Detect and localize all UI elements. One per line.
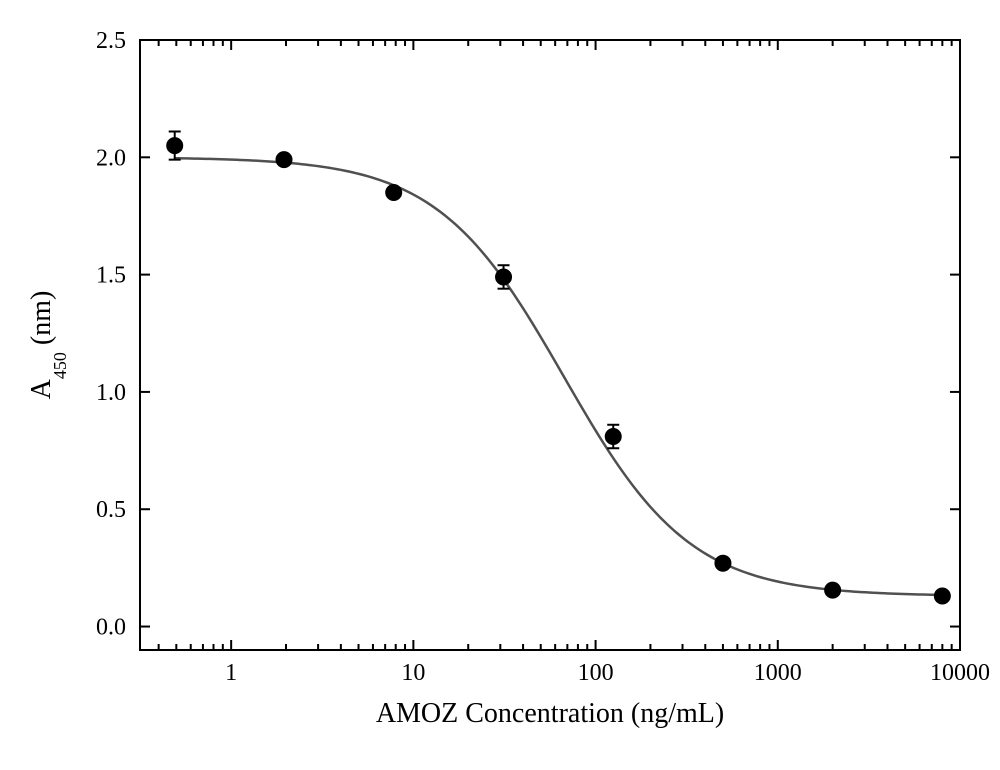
x-tick-label: 10 — [401, 660, 425, 686]
data-marker — [276, 152, 292, 168]
chart-container: 1 10 100 1000 10000 0.0 0.5 1.0 1.5 2.0 2.5 AMOZ Co… — [0, 0, 1000, 770]
data-marker — [167, 138, 183, 154]
x-tick-label: 1000 — [754, 660, 802, 686]
plot-border — [140, 40, 960, 650]
data-marker — [715, 555, 731, 571]
data-marker — [605, 429, 621, 445]
x-tick-label: 1 — [225, 660, 237, 686]
y-tick-label: 0.0 — [96, 615, 126, 641]
data-marker — [934, 588, 950, 604]
y-tick-label: 1.0 — [96, 380, 126, 406]
y-tick-label: 2.0 — [96, 145, 126, 171]
x-tick-label: 100 — [578, 660, 614, 686]
fit-curve — [175, 158, 943, 595]
y-tick-label: 1.5 — [96, 263, 126, 289]
y-tick-label: 2.5 — [96, 28, 126, 54]
data-marker — [825, 582, 841, 598]
x-tick-label: 10000 — [930, 660, 990, 686]
data-marker — [496, 269, 512, 285]
y-tick-label: 0.5 — [96, 497, 126, 523]
dose-response-chart: 1 10 100 1000 10000 0.0 0.5 1.0 1.5 2.0 2.5 AMOZ Co… — [0, 0, 1000, 770]
y-axis-title: A450 (nm) — [26, 291, 70, 400]
data-marker — [386, 185, 402, 201]
x-axis-title: AMOZ Concentration (ng/mL) — [376, 698, 724, 729]
